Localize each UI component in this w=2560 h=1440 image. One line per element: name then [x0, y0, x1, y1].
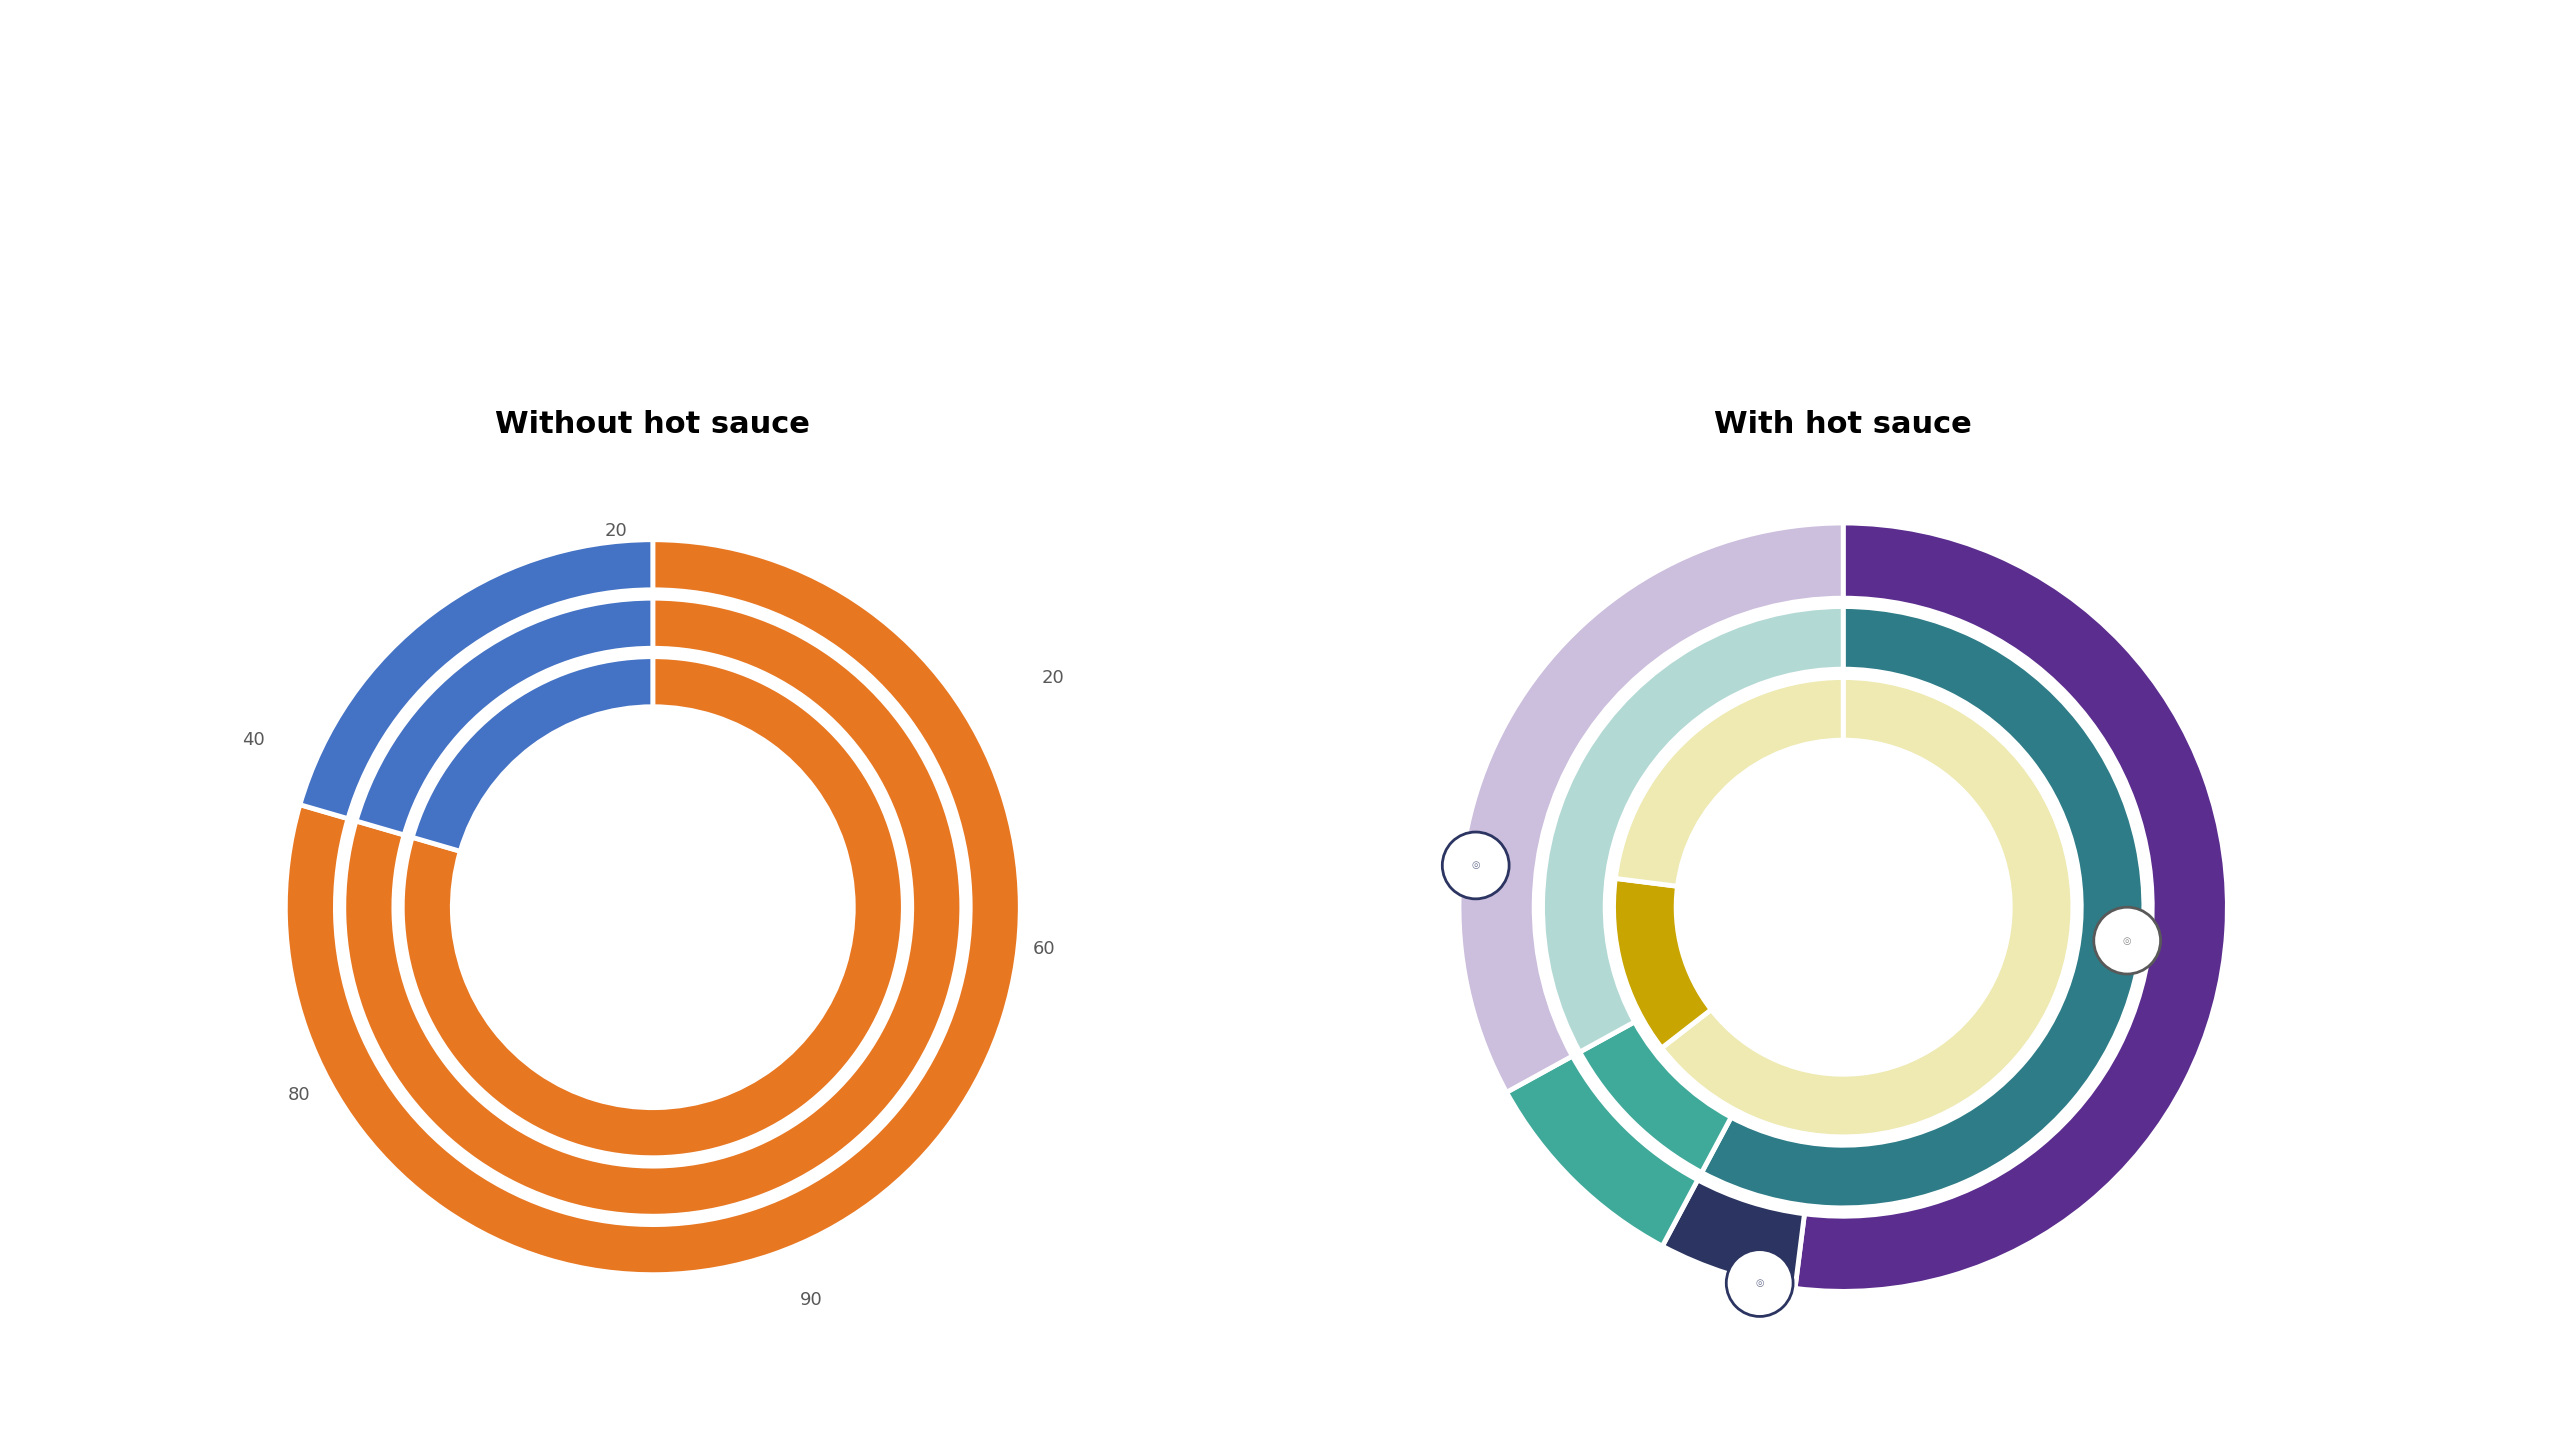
Wedge shape	[1702, 606, 2143, 1208]
Wedge shape	[1613, 878, 1710, 1048]
Wedge shape	[402, 657, 904, 1158]
Text: ◎: ◎	[2122, 936, 2132, 946]
Wedge shape	[1459, 523, 1843, 1093]
Wedge shape	[284, 540, 1021, 1274]
Text: 20: 20	[1042, 668, 1065, 687]
Wedge shape	[1544, 606, 1843, 1053]
Circle shape	[1441, 832, 1510, 899]
Wedge shape	[1580, 1022, 1731, 1172]
Text: With hot sauce: With hot sauce	[1715, 410, 1971, 439]
Wedge shape	[1661, 1179, 1805, 1289]
Text: 40: 40	[241, 732, 264, 749]
Text: ◎: ◎	[1756, 1279, 1764, 1287]
Wedge shape	[356, 598, 653, 835]
Circle shape	[1725, 1250, 1792, 1316]
Text: Without hot sauce: Without hot sauce	[497, 410, 809, 439]
Text: 90: 90	[801, 1292, 822, 1309]
Text: 20: 20	[604, 521, 627, 540]
Text: 60: 60	[1032, 940, 1055, 958]
Text: 80: 80	[287, 1086, 310, 1104]
Wedge shape	[300, 540, 653, 819]
Wedge shape	[343, 598, 963, 1217]
Wedge shape	[412, 657, 653, 851]
Wedge shape	[1615, 677, 1843, 886]
Wedge shape	[1795, 523, 2227, 1292]
Circle shape	[2094, 907, 2161, 973]
Wedge shape	[1661, 678, 2074, 1136]
Wedge shape	[1505, 1056, 1697, 1246]
Text: ◎: ◎	[1472, 861, 1480, 870]
